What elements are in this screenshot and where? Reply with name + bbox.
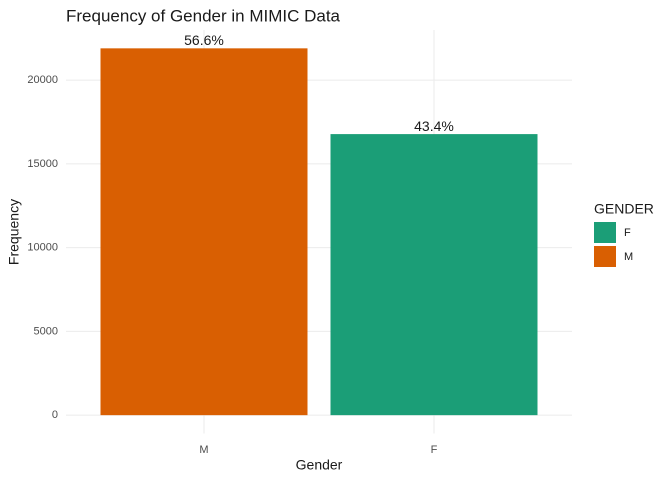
chart-title: Frequency of Gender in MIMIC Data — [66, 6, 341, 25]
y-tick-label: 20000 — [27, 74, 58, 86]
x-tick-label: M — [199, 444, 208, 456]
x-tick-label: F — [431, 444, 438, 456]
value-label: 56.6% — [184, 32, 224, 48]
y-tick-label: 10000 — [27, 242, 58, 254]
legend-title: GENDER — [594, 201, 654, 217]
bar — [330, 134, 538, 416]
x-axis-title: Gender — [296, 457, 343, 473]
bar — [100, 48, 308, 416]
legend-key — [594, 246, 616, 267]
legend-label: M — [624, 251, 633, 263]
y-tick-label: 0 — [52, 409, 58, 421]
y-axis-title: Frequency — [6, 199, 22, 265]
y-tick-label: 5000 — [34, 325, 58, 337]
y-tick-label: 15000 — [27, 158, 58, 170]
value-label: 43.4% — [414, 118, 454, 134]
legend-label: F — [624, 227, 631, 239]
legend-key — [594, 222, 616, 243]
